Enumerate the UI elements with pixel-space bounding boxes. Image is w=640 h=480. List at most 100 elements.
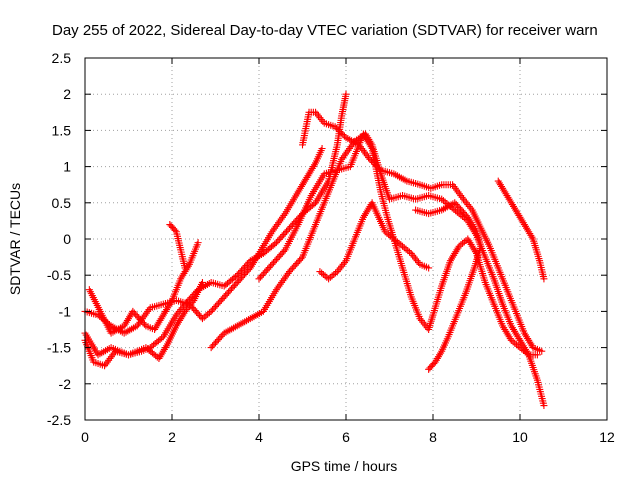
data-point	[326, 273, 334, 281]
series-track-3	[81, 90, 350, 370]
data-point	[523, 349, 531, 357]
data-point	[513, 341, 521, 349]
data-point	[216, 298, 224, 306]
data-point	[217, 332, 225, 340]
data-point	[275, 235, 283, 243]
y-tick-label: 2.5	[52, 50, 72, 66]
y-tick-label: 2	[63, 86, 71, 102]
data-point	[507, 336, 515, 344]
series-track-7	[255, 130, 541, 359]
data-point	[454, 202, 462, 210]
y-tick-label: 1.5	[52, 122, 72, 138]
data-point	[233, 278, 241, 286]
data-point	[331, 123, 339, 131]
data-point	[258, 272, 266, 280]
y-tick-label: -2.5	[47, 412, 71, 428]
data-point	[438, 195, 446, 203]
data-point	[337, 129, 345, 137]
data-point	[207, 307, 215, 315]
axis-ticks	[84, 57, 608, 421]
data-point	[214, 336, 222, 344]
data-point	[280, 247, 288, 255]
data-point	[285, 224, 293, 232]
data-point	[336, 127, 344, 135]
data-point	[375, 165, 383, 173]
data-point	[272, 239, 280, 247]
data-point	[191, 289, 199, 297]
data-point	[236, 268, 244, 276]
data-point	[325, 275, 333, 283]
data-point	[381, 228, 389, 236]
data-point	[219, 295, 227, 303]
data-point	[187, 302, 195, 310]
data-point	[400, 244, 408, 252]
data-point	[383, 229, 391, 237]
data-point	[291, 261, 299, 269]
data-point	[519, 346, 527, 354]
data-point	[229, 283, 237, 291]
y-tick-label: 0	[63, 231, 71, 247]
data-point	[426, 364, 434, 372]
data-point	[538, 347, 546, 355]
data-point	[367, 157, 375, 165]
x-axis-label: GPS time / hours	[291, 458, 398, 474]
data-point	[238, 266, 246, 274]
data-point	[321, 272, 329, 280]
data-point	[319, 270, 327, 278]
data-point	[220, 293, 228, 301]
data-point	[232, 273, 240, 281]
data-point	[328, 272, 336, 280]
data-point	[181, 264, 189, 272]
data-point	[194, 310, 202, 318]
data-point	[135, 314, 143, 322]
grid	[85, 58, 607, 420]
data-point	[374, 163, 382, 171]
data-point	[271, 257, 279, 265]
data-point	[385, 231, 393, 239]
data-point	[277, 234, 285, 242]
data-point	[366, 155, 374, 163]
data-point	[241, 270, 248, 278]
data-point	[511, 339, 519, 347]
data-point	[232, 280, 240, 288]
data-point	[514, 342, 522, 350]
data-point	[200, 313, 208, 321]
data-point	[450, 205, 458, 213]
data-point	[459, 239, 467, 247]
data-point	[138, 317, 146, 325]
data-point	[342, 90, 350, 98]
data-point	[183, 299, 190, 307]
data-point	[267, 262, 275, 270]
x-tick-label: 6	[342, 429, 350, 445]
data-point	[293, 260, 301, 268]
data-point	[452, 207, 460, 215]
data-point	[386, 232, 394, 240]
x-tick-label: 4	[255, 429, 263, 445]
data-point	[296, 256, 304, 264]
data-point	[212, 339, 219, 347]
data-point	[290, 219, 298, 227]
data-point	[288, 264, 296, 272]
data-point	[280, 231, 288, 239]
y-tick-label: -1	[59, 303, 72, 319]
chart-title: Day 255 of 2022, Sidereal Day-to-day VTE…	[52, 22, 598, 39]
data-point	[451, 199, 459, 207]
data-point	[274, 237, 282, 245]
data-point	[281, 229, 289, 237]
data-point	[278, 249, 286, 257]
data-point	[196, 311, 204, 319]
data-point	[271, 240, 279, 248]
data-point	[425, 365, 433, 373]
data-point	[190, 305, 198, 313]
data-point	[140, 320, 148, 328]
y-tick-label: -0.5	[47, 267, 71, 283]
data-point	[369, 158, 377, 166]
data-point	[235, 277, 243, 285]
y-axis-label: SDTVAR / TECUs	[7, 183, 23, 295]
data-point	[395, 239, 403, 247]
data-markers	[81, 90, 548, 410]
data-point	[402, 245, 410, 253]
series-track-5	[166, 221, 189, 272]
data-point	[457, 205, 465, 213]
series-track-10	[412, 199, 485, 373]
